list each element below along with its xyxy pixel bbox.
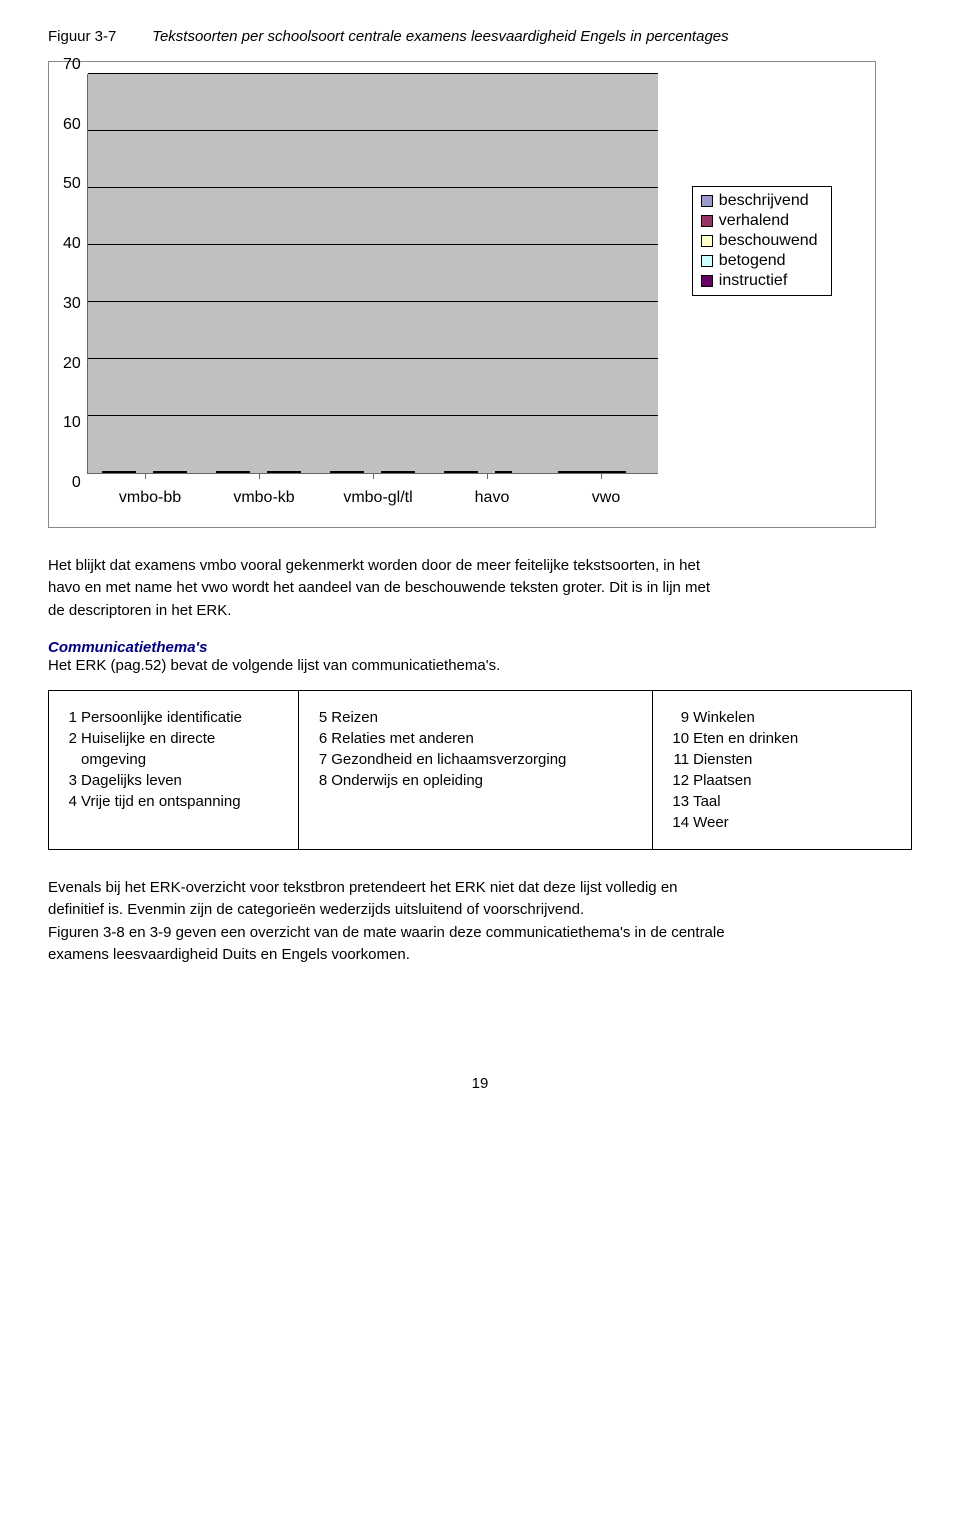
themes-col-2: 5Reizen6Relaties met anderen7Gezondheid … [299,691,653,850]
list-item: 3Dagelijks leven [63,770,284,791]
bar [444,471,461,473]
bar [558,471,575,473]
list-item: 11Diensten [667,749,897,770]
bar-group [430,471,544,473]
legend-label: betogend [719,252,786,270]
bar-group [88,471,202,473]
legend-swatch [701,275,713,287]
list-item: 4Vrije tijd en ontspanning [63,791,284,812]
list-item: 5Reizen [313,707,638,728]
list-item: 14Weer [667,812,897,833]
themes-table: 1Persoonlijke identificatie2Huiselijke e… [48,690,912,850]
paragraph-1: Het blijkt dat examens vmbo vooral geken… [48,556,912,621]
x-tick-label: vmbo-gl/tl [321,489,435,507]
x-tick-label: vmbo-kb [207,489,321,507]
text-line: havo en met name het vwo wordt het aande… [48,578,912,598]
figure-number: Figuur 3-7 [48,28,148,45]
bar [153,471,170,473]
x-axis-labels: vmbo-bbvmbo-kbvmbo-gl/tlhavovwo [93,489,663,507]
x-tick-label: vmbo-bb [93,489,207,507]
list-item: 9Winkelen [667,707,897,728]
page-number: 19 [48,1075,912,1092]
bar [381,471,398,473]
legend-label: beschouwend [719,232,818,250]
text-line: examens leesvaardigheid Duits en Engels … [48,945,912,965]
x-tick-label: havo [435,489,549,507]
legend-item: verhalend [701,211,823,231]
legend-label: beschrijvend [719,192,809,210]
legend-swatch [701,215,713,227]
bar-groups [88,74,658,473]
list-item: omgeving [63,749,284,770]
text-line: de descriptoren in het ERK. [48,601,912,621]
list-item: 10Eten en drinken [667,728,897,749]
themes-col-3: 9Winkelen10Eten en drinken11Diensten12Pl… [653,691,912,850]
bar [216,471,233,473]
list-item: 8Onderwijs en opleiding [313,770,638,791]
para2-text: Het ERK (pag.52) bevat de volgende lijst… [48,656,912,676]
list-item: 13Taal [667,791,897,812]
legend-label: instructief [719,272,787,290]
bar [102,471,119,473]
bar [330,471,347,473]
figure-title: Tekstsoorten per schoolsoort centrale ex… [152,28,728,45]
legend-label: verhalend [719,212,789,230]
subheading: Communicatiethema's [48,639,912,656]
y-axis: 706050403020100 [63,65,87,483]
bar [347,471,364,473]
text-line: definitief is. Evenmin zijn de categorie… [48,900,912,920]
bar [609,471,626,473]
figure-caption: Figuur 3-7 Tekstsoorten per schoolsoort … [48,28,912,45]
list-item: 2Huiselijke en directe [63,728,284,749]
legend-item: beschrijvend [701,191,823,211]
chart-container: 706050403020100 beschrijvendverhalendbes… [48,61,876,528]
legend-item: betogend [701,251,823,271]
list-item: 7Gezondheid en lichaamsverzorging [313,749,638,770]
legend: beschrijvend verhalend beschouwend betogend… [692,186,832,296]
bar [170,471,187,473]
legend-item: beschouwend [701,231,823,251]
bar [267,471,284,473]
bar [495,471,512,473]
x-tick-label: vwo [549,489,663,507]
bar [284,471,301,473]
text-line: Evenals bij het ERK-overzicht voor tekst… [48,878,912,898]
list-item: 6Relaties met anderen [313,728,638,749]
themes-col-1: 1Persoonlijke identificatie2Huiselijke e… [49,691,299,850]
legend-item: instructief [701,271,823,291]
bar [233,471,250,473]
bar [119,471,136,473]
bar-group [316,471,430,473]
text-line: Het blijkt dat examens vmbo vooral geken… [48,556,912,576]
bar [575,471,592,473]
bar-group [544,471,658,473]
bar [592,471,609,473]
legend-swatch [701,255,713,267]
legend-swatch [701,235,713,247]
bar-group [202,471,316,473]
text-line: Figuren 3-8 en 3-9 geven een overzicht v… [48,923,912,943]
list-item: 1Persoonlijke identificatie [63,707,284,728]
paragraph-2: Het ERK (pag.52) bevat de volgende lijst… [48,656,912,676]
list-item: 12Plaatsen [667,770,897,791]
plot-grid [87,74,658,474]
legend-swatch [701,195,713,207]
paragraph-3: Evenals bij het ERK-overzicht voor tekst… [48,878,912,965]
bar [461,471,478,473]
bar [398,471,415,473]
